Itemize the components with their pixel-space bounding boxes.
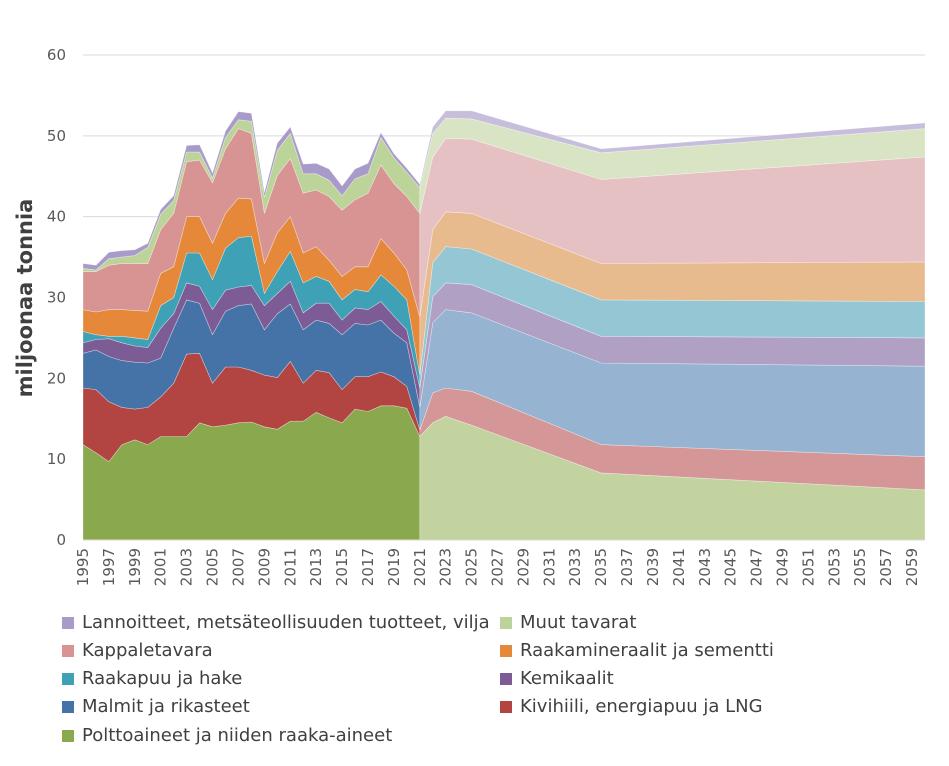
area-series xyxy=(82,110,926,541)
x-tick-label: 2015 xyxy=(333,548,351,586)
y-axis-label: miljoonaa tonnia xyxy=(13,199,37,398)
legend-item: Muut tavarat xyxy=(500,612,636,633)
historical-area-8 xyxy=(82,111,421,271)
x-tick-label: 2059 xyxy=(903,548,921,586)
legend-label: Muut tavarat xyxy=(520,612,637,633)
x-tick-label: 2027 xyxy=(489,548,507,586)
legend-label: Kappaletavara xyxy=(82,640,213,661)
legend-label: Malmit ja rikasteet xyxy=(82,696,250,717)
x-tick-label: 2023 xyxy=(437,548,455,586)
x-tick-label: 2037 xyxy=(618,548,636,586)
x-tick-label: 2043 xyxy=(696,548,714,586)
x-tick-label: 2047 xyxy=(748,548,766,586)
y-tick-label: 10 xyxy=(47,450,66,468)
x-tick-label: 2055 xyxy=(851,548,869,586)
x-tick-label: 2009 xyxy=(255,548,273,586)
y-tick-label: 50 xyxy=(47,127,66,145)
x-tick-label: 2045 xyxy=(722,548,740,586)
x-tick-label: 2017 xyxy=(359,548,377,586)
y-tick-label: 30 xyxy=(47,289,66,307)
legend-swatch xyxy=(62,672,74,685)
legend-swatch xyxy=(500,700,512,713)
x-tick-label: 2007 xyxy=(229,548,247,586)
legend-swatch xyxy=(62,700,74,713)
y-axis-ticks: 0 10 20 30 40 50 60 xyxy=(47,46,66,549)
legend-swatch xyxy=(500,616,512,629)
x-tick-label: 2049 xyxy=(774,548,792,586)
legend-item: Polttoaineet ja niiden raaka-aineet xyxy=(62,725,392,746)
x-tick-label: 2035 xyxy=(592,548,610,586)
legend-item: Kappaletavara xyxy=(62,640,213,661)
x-tick-label: 2011 xyxy=(281,548,299,586)
legend-swatch xyxy=(62,729,74,742)
y-tick-label: 0 xyxy=(56,531,66,549)
x-tick-label: 2019 xyxy=(385,548,403,586)
x-tick-label: 2057 xyxy=(877,548,895,586)
y-tick-label: 20 xyxy=(47,369,66,387)
x-tick-label: 2005 xyxy=(204,548,222,586)
legend-item: Kivihiili, energiapuu ja LNG xyxy=(500,696,763,717)
legend-swatch xyxy=(62,644,74,657)
legend-label: Raakamineraalit ja sementti xyxy=(520,640,774,661)
projection-area-8 xyxy=(419,110,926,188)
x-tick-label: 1999 xyxy=(126,548,144,586)
x-tick-label: 2031 xyxy=(540,548,558,586)
x-tick-label: 2039 xyxy=(644,548,662,586)
x-tick-label: 2053 xyxy=(825,548,843,586)
x-axis-ticks: 1995 1997 1999 2001 2003 2005 2007 2009 2011 2013… xyxy=(74,548,921,586)
y-tick-label: 40 xyxy=(47,208,66,226)
legend-label: Kivihiili, energiapuu ja LNG xyxy=(520,696,763,717)
legend-label: Raakapuu ja hake xyxy=(82,668,243,689)
x-tick-label: 2021 xyxy=(411,548,429,586)
x-tick-label: 2013 xyxy=(307,548,325,586)
legend-item: Raakapuu ja hake xyxy=(62,668,242,689)
legend-item: Lannoitteet, metsäteollisuuden tuotteet,… xyxy=(62,612,490,633)
x-tick-label: 2041 xyxy=(670,548,688,586)
legend-item: Kemikaalit xyxy=(500,668,614,689)
legend-label: Kemikaalit xyxy=(520,668,614,689)
legend-item: Malmit ja rikasteet xyxy=(62,696,250,717)
x-tick-label: 2033 xyxy=(566,548,584,586)
x-tick-label: 2001 xyxy=(152,548,170,586)
legend-swatch xyxy=(500,644,512,657)
x-tick-label: 2029 xyxy=(514,548,532,586)
stacked-area-chart: 0 10 20 30 40 50 60 1995 1997 1999 2001 2003 2005 20… xyxy=(13,46,926,586)
legend-label: Polttoaineet ja niiden raaka-aineet xyxy=(82,725,393,746)
y-tick-label: 60 xyxy=(47,46,66,64)
x-tick-label: 1997 xyxy=(100,548,118,586)
x-tick-label: 2003 xyxy=(178,548,196,586)
legend-label: Lannoitteet, metsäteollisuuden tuotteet,… xyxy=(82,612,490,633)
legend-swatch xyxy=(500,672,512,685)
legend-item: Raakamineraalit ja sementti xyxy=(500,640,774,661)
x-tick-label: 2025 xyxy=(463,548,481,586)
legend-swatch xyxy=(62,616,74,629)
x-tick-label: 2051 xyxy=(799,548,817,586)
x-tick-label: 1995 xyxy=(74,548,92,586)
